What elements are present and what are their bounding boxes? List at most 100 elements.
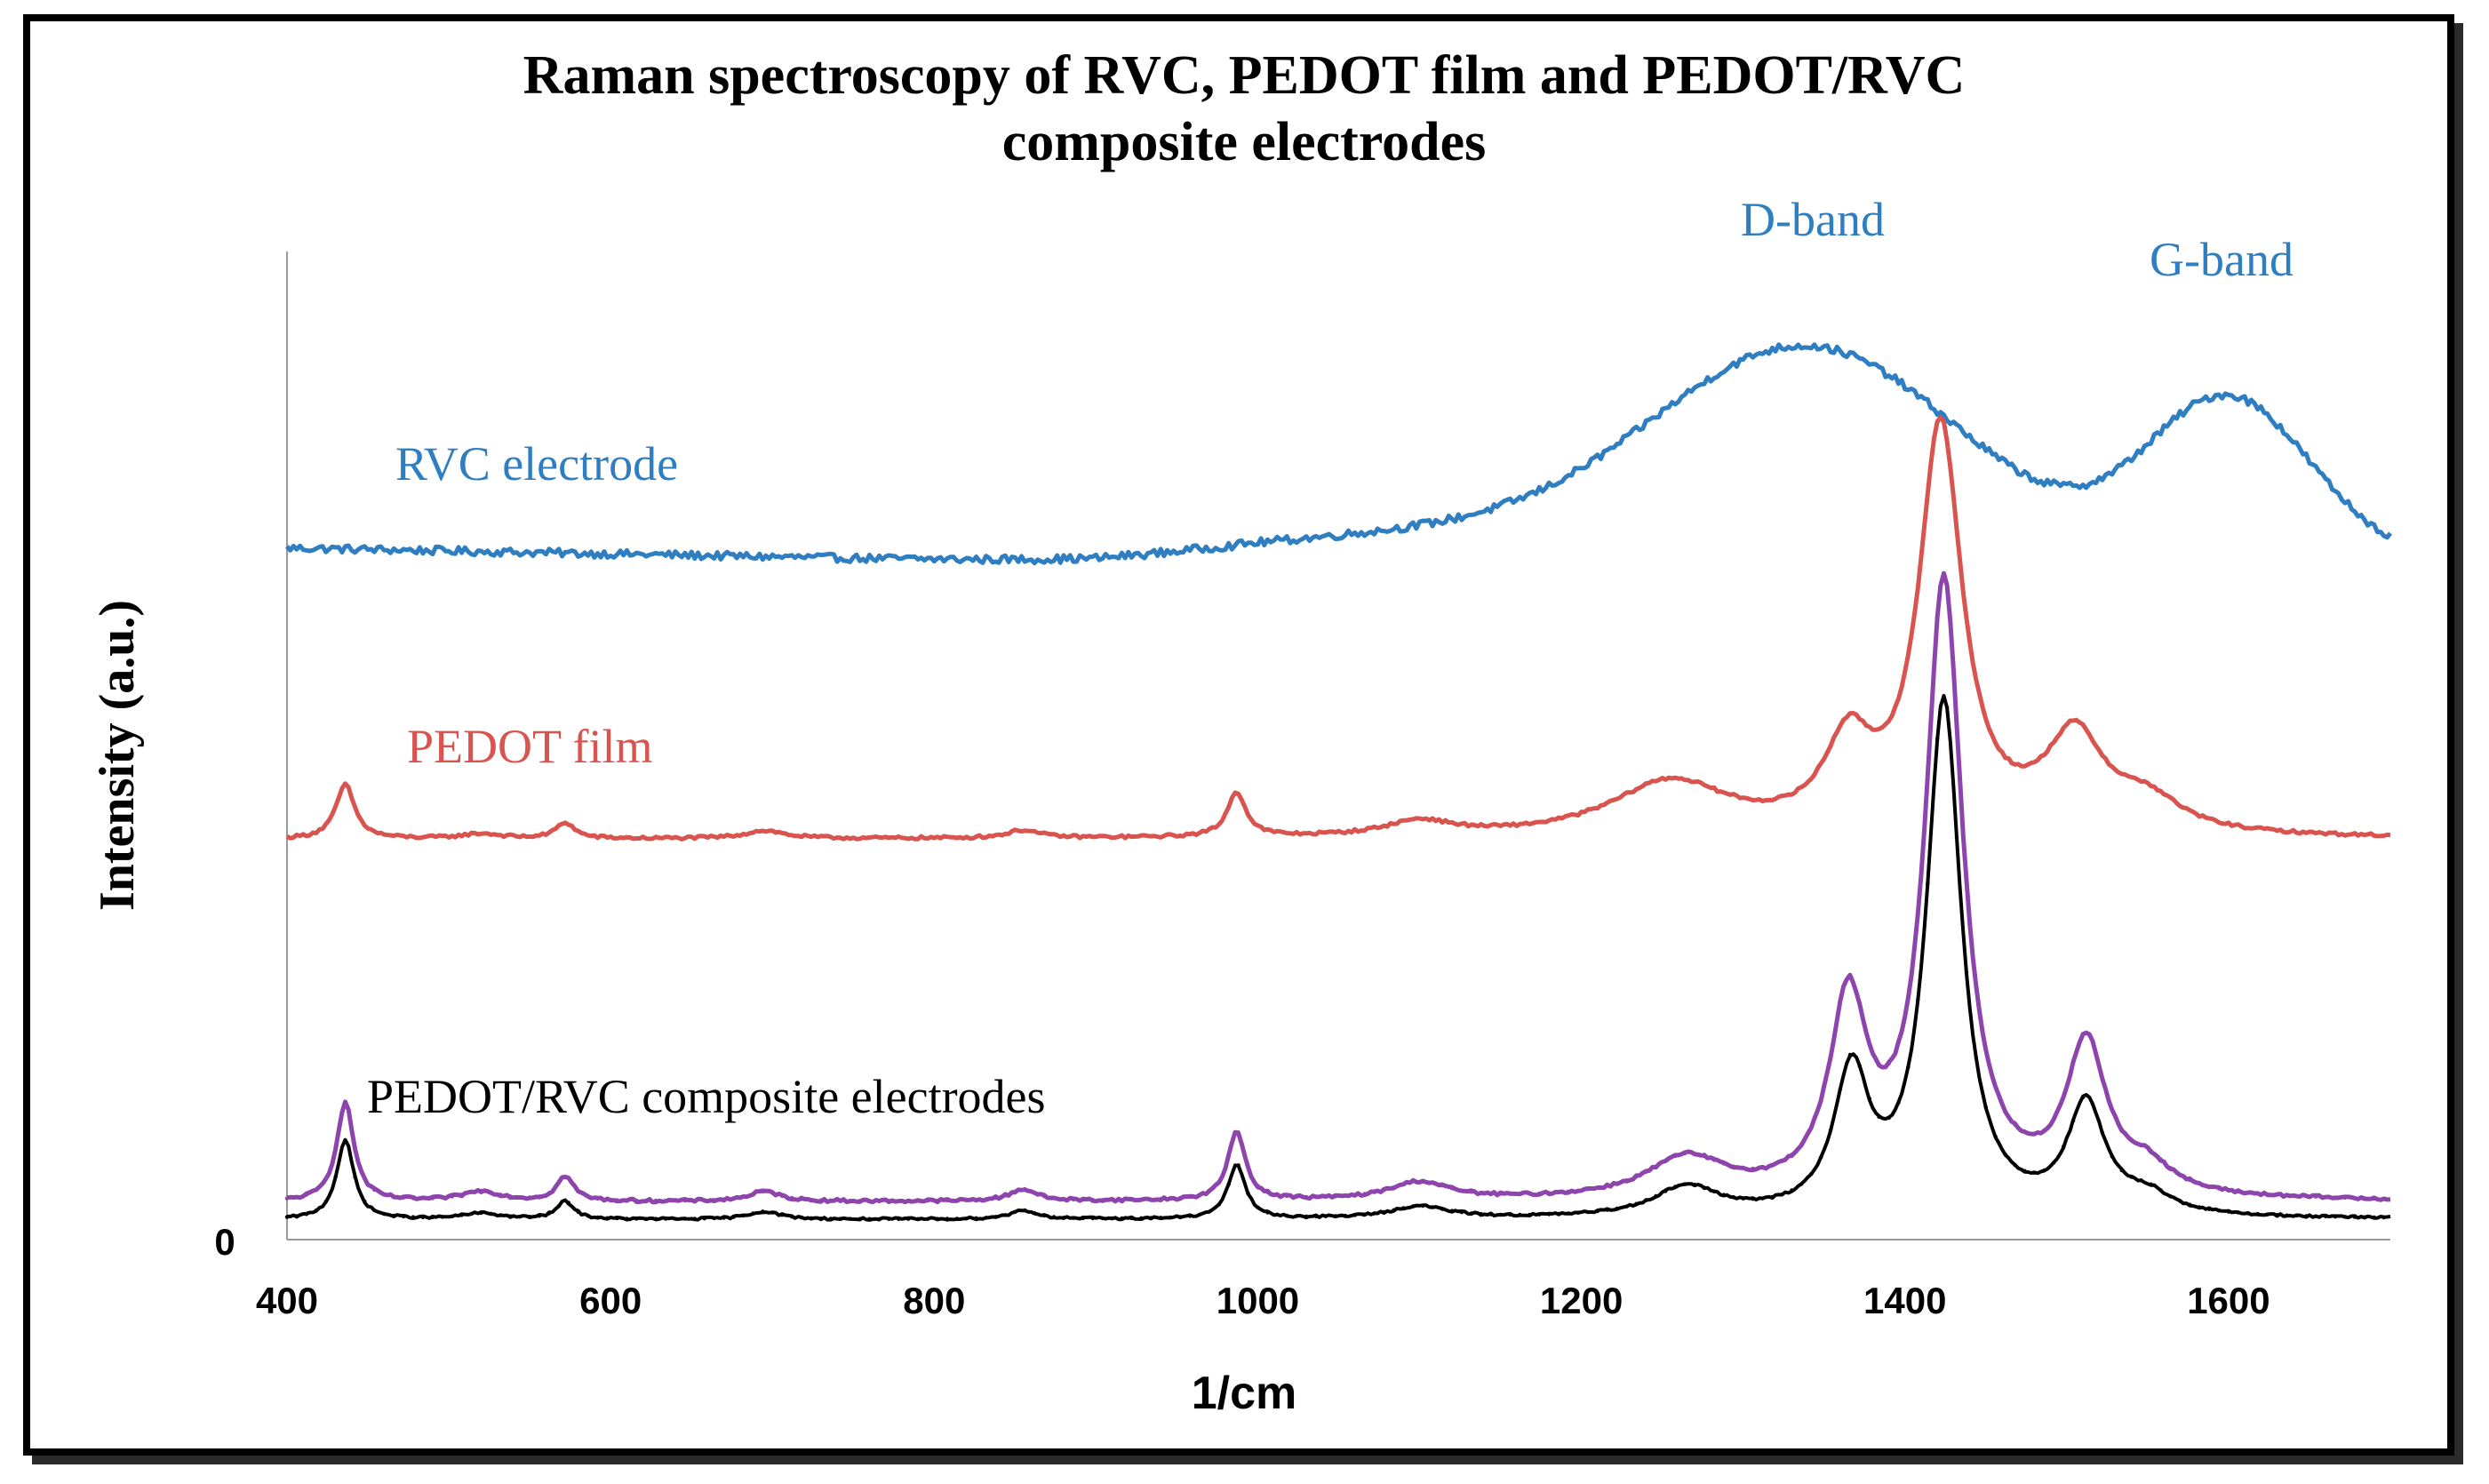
series-point: [2158, 1188, 2163, 1193]
series-point: [1654, 1193, 1658, 1199]
series-point: [1449, 1186, 1455, 1191]
series-point: [2314, 1194, 2318, 1199]
series-point: [897, 1217, 901, 1222]
x-tick-label-1200: 1200: [1540, 1280, 1623, 1321]
chart-frame: [23, 14, 2454, 1456]
x-tick-label-600: 600: [579, 1280, 642, 1321]
series-point: [1488, 1191, 1493, 1196]
series-point: [392, 1194, 396, 1199]
series-point: [770, 1210, 775, 1215]
series-point: [469, 1190, 474, 1194]
series-point: [1954, 835, 1959, 840]
series-point: [2003, 1108, 2007, 1113]
series-point: [1770, 1163, 1775, 1168]
series-point: [867, 1217, 872, 1221]
series-point: [401, 1214, 406, 1219]
series-point: [576, 1209, 580, 1215]
series-point: [1760, 1165, 1765, 1170]
series-point: [1634, 1174, 1639, 1179]
series-point: [1537, 1212, 1542, 1217]
series-point: [848, 1199, 852, 1203]
series-point: [489, 1211, 493, 1217]
series-point: [761, 1209, 765, 1214]
series-point: [974, 1197, 978, 1202]
series-point: [799, 1197, 804, 1201]
series-point: [789, 1195, 794, 1201]
series-point: [605, 1197, 610, 1202]
series-point: [1071, 1197, 1076, 1202]
series-point: [984, 1216, 988, 1220]
series-point: [527, 1195, 532, 1200]
series-point: [537, 1214, 542, 1218]
series-point: [2129, 1175, 2134, 1179]
x-tick-label-1600: 1600: [2187, 1280, 2270, 1321]
series-point: [1585, 1209, 1591, 1215]
series-point: [1790, 1153, 1794, 1157]
series-point: [964, 1198, 969, 1202]
series-point: [1236, 1163, 1241, 1168]
series-point: [1974, 1056, 1979, 1060]
series-point: [1187, 1214, 1193, 1218]
series-point: [848, 1217, 852, 1221]
series-point: [382, 1192, 387, 1197]
series-point: [1469, 1211, 1474, 1216]
series-point: [1566, 1211, 1571, 1216]
d-band-annotation: D-band: [1741, 193, 1885, 246]
series-point: [2333, 1195, 2338, 1200]
series-point: [1343, 1213, 1348, 1218]
series-point: [673, 1198, 678, 1203]
series-point: [1041, 1194, 1047, 1199]
series-point: [363, 1177, 367, 1181]
series-point: [1041, 1213, 1047, 1218]
series-point: [887, 1199, 891, 1203]
series-point: [906, 1199, 911, 1203]
x-axis-label: 1/cm: [1192, 1368, 1297, 1419]
series-point: [1926, 882, 1930, 886]
series-point: [828, 1217, 833, 1221]
series-point: [925, 1217, 930, 1221]
series-point: [586, 1194, 590, 1199]
series-point: [1964, 879, 1969, 883]
series-point: [537, 1194, 542, 1199]
series-point: [1906, 994, 1911, 1000]
series-point: [2226, 1209, 2231, 1214]
series-point: [692, 1198, 697, 1203]
series-point: [2324, 1194, 2328, 1200]
series-point: [1790, 1188, 1794, 1193]
series-point: [2168, 1193, 2173, 1199]
series-point: [2285, 1213, 2289, 1217]
x-tick-label-800: 800: [903, 1280, 965, 1321]
series-point: [2070, 1060, 2076, 1065]
series-point: [682, 1198, 688, 1203]
series-point: [2168, 1166, 2173, 1170]
series-point: [1828, 1128, 1833, 1133]
series-point: [2206, 1184, 2212, 1189]
series-point: [1110, 1216, 1114, 1221]
series-point: [1673, 1185, 1678, 1189]
series-point: [1449, 1209, 1455, 1213]
series-point: [430, 1196, 435, 1201]
series-point: [1003, 1193, 1008, 1198]
series-point: [1197, 1193, 1202, 1198]
series-point: [1295, 1194, 1299, 1199]
series-point: [1285, 1213, 1289, 1218]
series-point: [644, 1217, 649, 1221]
series-point: [1595, 1209, 1600, 1214]
series-point: [1547, 1212, 1552, 1217]
series-point: [1721, 1161, 1727, 1166]
series-point: [1304, 1214, 1309, 1219]
series-point: [2352, 1215, 2357, 1219]
series-point: [625, 1198, 629, 1203]
series-point: [2178, 1199, 2182, 1203]
series-point: [518, 1215, 523, 1219]
series-point: [1692, 1182, 1697, 1187]
series-point: [1033, 1191, 1037, 1195]
series-point: [508, 1194, 513, 1199]
series-point: [1644, 1198, 1648, 1203]
series-point: [1071, 1216, 1076, 1220]
series-point: [993, 1215, 998, 1219]
series-point: [284, 1215, 290, 1219]
series-point: [343, 1138, 347, 1143]
series-point: [1081, 1216, 1086, 1221]
